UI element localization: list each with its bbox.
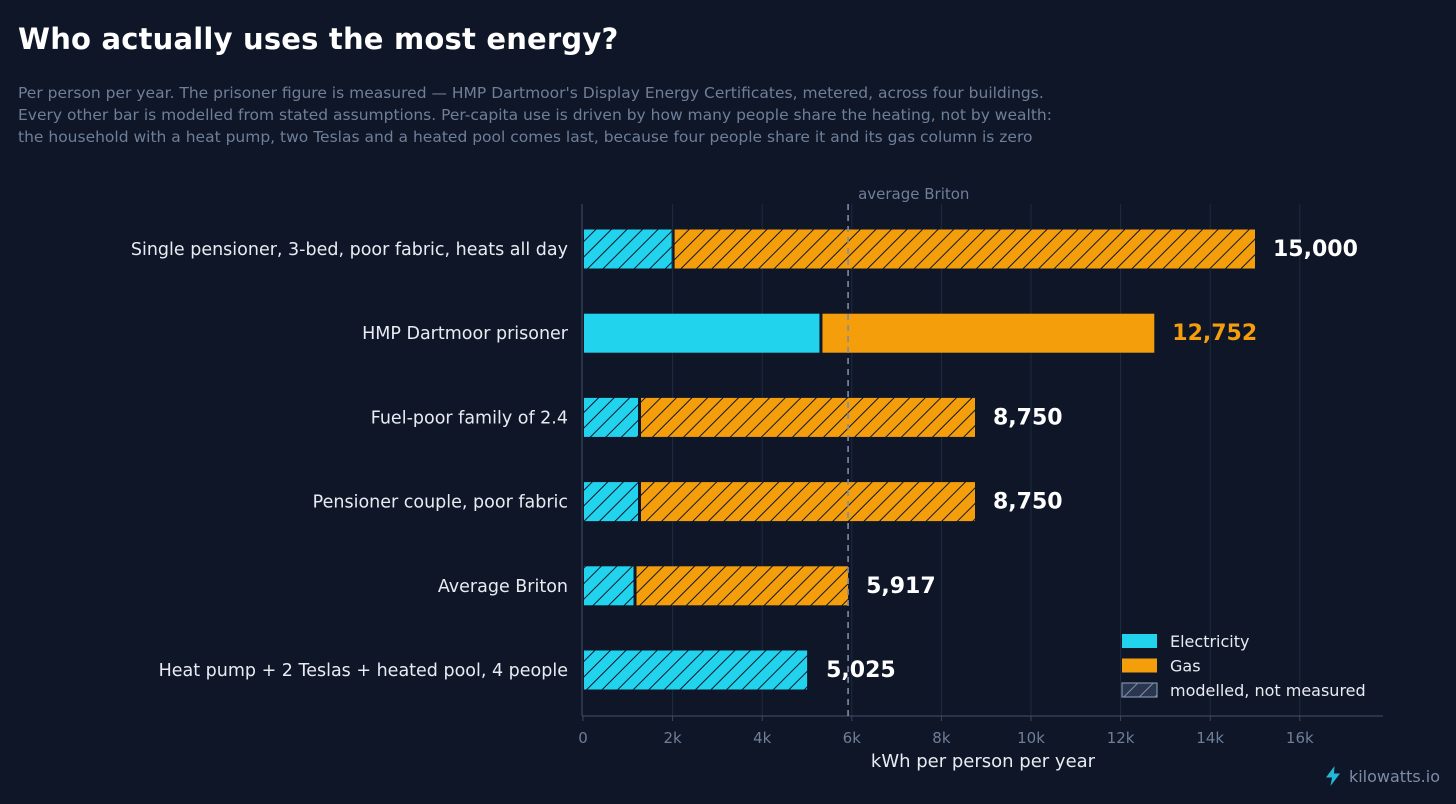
subtitle-line: Per person per year. The prisoner figure… xyxy=(18,84,1044,102)
x-axis-label: kWh per person per year xyxy=(871,751,1096,772)
bar-gas xyxy=(674,229,1255,269)
x-tick-label: 2k xyxy=(663,729,682,747)
average-briton-label: average Briton xyxy=(858,185,969,203)
total-value-label: 5,917 xyxy=(866,574,936,599)
bar-electricity xyxy=(584,650,808,690)
total-value-label: 8,750 xyxy=(993,490,1063,515)
x-tick-label: 8k xyxy=(932,729,951,747)
x-tick-label: 10k xyxy=(1017,729,1045,747)
bar-electricity xyxy=(584,482,638,522)
category-label: Average Briton xyxy=(438,577,568,597)
category-label: Single pensioner, 3-bed, poor fabric, he… xyxy=(131,240,568,260)
x-tick-label: 16k xyxy=(1286,729,1314,747)
category-label: HMP Dartmoor prisoner xyxy=(362,324,569,344)
legend-gas-swatch xyxy=(1122,658,1157,673)
x-tick-label: 4k xyxy=(753,729,772,747)
legend-modelled-swatch xyxy=(1121,682,1158,698)
x-tick-label: 12k xyxy=(1107,729,1135,747)
bar-gas xyxy=(636,566,849,606)
bar-electricity xyxy=(584,313,820,353)
category-label: Fuel-poor family of 2.4 xyxy=(371,408,568,428)
bar-gas xyxy=(641,397,975,437)
legend-electricity-swatch xyxy=(1122,634,1157,648)
legend-modelled-label: modelled, not measured xyxy=(1170,681,1366,700)
lightning-bolt-icon xyxy=(1325,766,1341,786)
brand-label: kilowatts.io xyxy=(1348,766,1440,786)
total-value-label: 5,025 xyxy=(826,658,896,683)
x-tick-label: 6k xyxy=(843,729,862,747)
x-tick-label: 0 xyxy=(578,729,588,747)
bar-electricity xyxy=(584,566,634,606)
subtitle-line: the household with a heat pump, two Tesl… xyxy=(18,128,1033,146)
legend-gas-label: Gas xyxy=(1170,657,1201,676)
total-value-label: 8,750 xyxy=(993,405,1063,430)
bar-electricity xyxy=(584,229,672,269)
bar-gas xyxy=(641,482,975,522)
chart-title: Who actually uses the most energy? xyxy=(18,22,619,56)
subtitle-line: Every other bar is modelled from stated … xyxy=(18,106,1052,124)
legend-electricity-label: Electricity xyxy=(1170,632,1249,651)
category-label: Pensioner couple, poor fabric xyxy=(313,493,568,513)
x-tick-label: 14k xyxy=(1196,729,1224,747)
total-value-label: 12,752 xyxy=(1172,321,1257,346)
category-label: Heat pump + 2 Teslas + heated pool, 4 pe… xyxy=(159,661,568,681)
brand[interactable]: kilowatts.io xyxy=(1325,766,1440,786)
total-value-label: 15,000 xyxy=(1273,237,1358,262)
chart-subtitle: Per person per year. The prisoner figure… xyxy=(18,82,1138,148)
bar-electricity xyxy=(584,397,638,437)
bar-gas xyxy=(822,313,1155,353)
